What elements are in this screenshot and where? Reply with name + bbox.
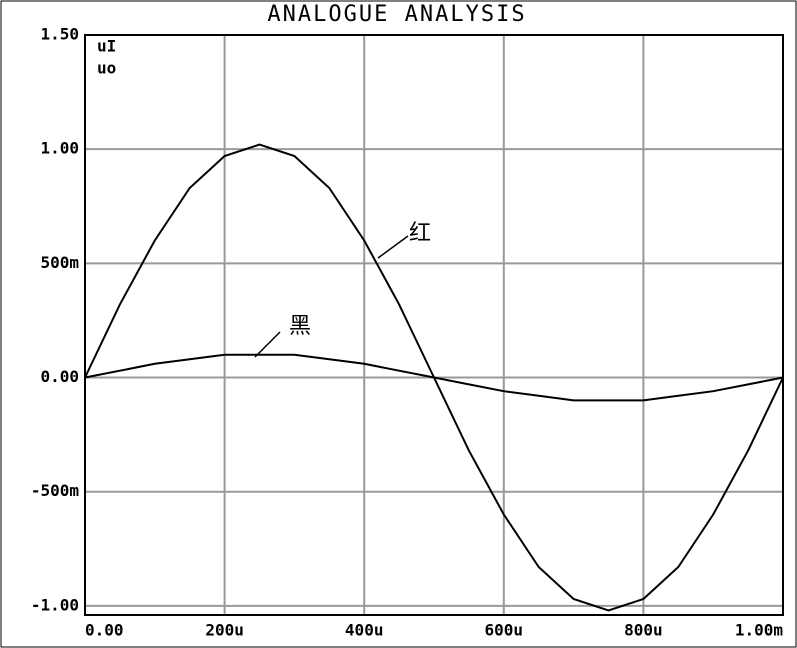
y-tick-label: 1.00 [40, 139, 79, 158]
y-tick-label: 1.50 [40, 25, 79, 44]
annotation: 红 [409, 221, 431, 246]
annotation-leader [377, 235, 409, 259]
series-line [84, 353, 784, 402]
x-tick-label: 600u [485, 621, 524, 640]
y-tick-label: 500m [40, 253, 79, 272]
x-tick-label: 1.00m [735, 621, 784, 640]
x-tick-label: 400u [345, 621, 384, 640]
y-tick-label: -500m [31, 481, 80, 500]
chart-title: ANALOGUE ANALYSIS [267, 2, 526, 27]
x-tick-label: 800u [624, 621, 663, 640]
x-tick-label: 200u [205, 621, 244, 640]
y-tick-label: -1.00 [31, 595, 79, 614]
annotation: 黑 [289, 314, 311, 339]
x-tick-label: 0.00 [85, 621, 124, 640]
legend-entry: uI [97, 37, 116, 56]
annotation-leader [254, 331, 281, 358]
plot-frame [84, 34, 784, 616]
y-tick-label: 0.00 [40, 367, 79, 386]
legend-entry: uo [97, 59, 116, 78]
